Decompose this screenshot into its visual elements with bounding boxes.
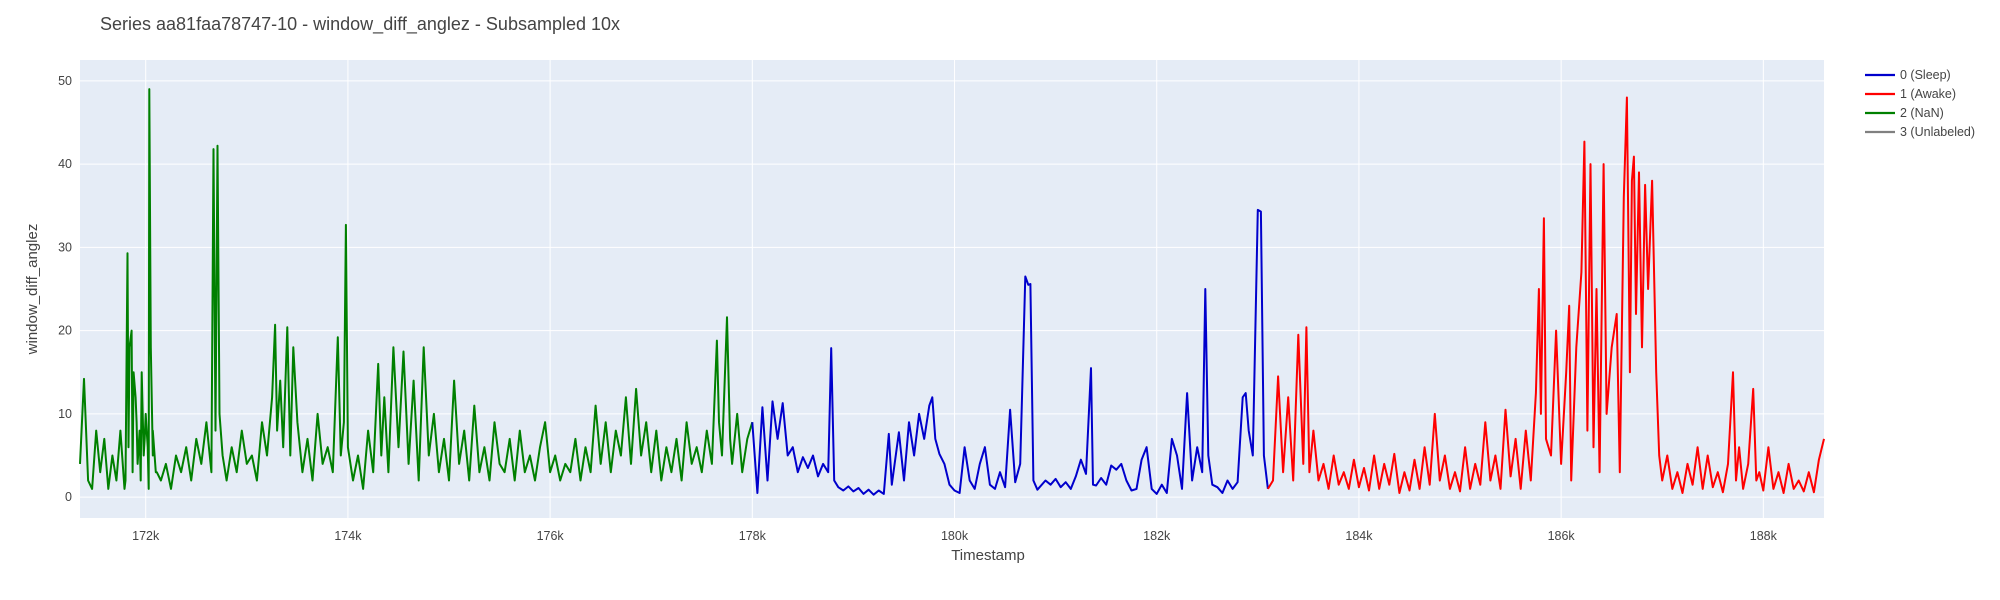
legend-label: 3 (Unlabeled) [1900,125,1975,139]
legend-item-0-sleep[interactable]: 0 (Sleep) [1865,68,1951,82]
legend[interactable]: 0 (Sleep) 1 (Awake) 2 (NaN) 3 (Unlabeled) [1865,68,1975,139]
legend-label: 1 (Awake) [1900,87,1956,101]
legend-item-1-awake[interactable]: 1 (Awake) [1865,87,1956,101]
y-gridlines [80,80,1824,498]
y-tick-label: 0 [65,490,72,504]
series-lines [79,88,1825,496]
series-line-1-awake [1267,96,1825,494]
legend-item-3-unlabeled[interactable]: 3 (Unlabeled) [1865,125,1975,139]
x-tick-label: 172k [132,529,160,543]
y-tick-label: 10 [58,407,72,421]
series-line-0-sleep [751,208,1269,496]
x-tick-label: 180k [941,529,969,543]
y-tick-label: 20 [58,324,72,338]
x-axis-label: Timestamp [951,547,1025,564]
y-tick-label: 30 [58,240,72,254]
y-tick-label: 50 [58,74,72,88]
x-tick-label: 178k [739,529,767,543]
x-tick-label: 184k [1345,529,1373,543]
y-tick-label: 40 [58,157,72,171]
x-tick-label: 188k [1750,529,1778,543]
chart-title: Series aa81faa78747-10 - window_diff_ang… [100,14,620,35]
x-tick-label: 176k [537,529,565,543]
y-axis-label: window_diff_anglez [24,224,41,356]
legend-item-2-nan[interactable]: 2 (NaN) [1865,106,1944,120]
series-line-2-nan [79,88,754,490]
x-tick-label: 174k [334,529,362,543]
legend-label: 2 (NaN) [1900,106,1944,120]
x-gridlines [145,60,1764,518]
legend-label: 0 (Sleep) [1900,68,1951,82]
y-tick-labels: 0 10 20 30 40 50 [58,74,72,504]
x-tick-labels: 172k 174k 176k 178k 180k 182k 184k 186k 188k [132,529,1777,543]
x-tick-label: 186k [1548,529,1576,543]
x-tick-label: 182k [1143,529,1171,543]
